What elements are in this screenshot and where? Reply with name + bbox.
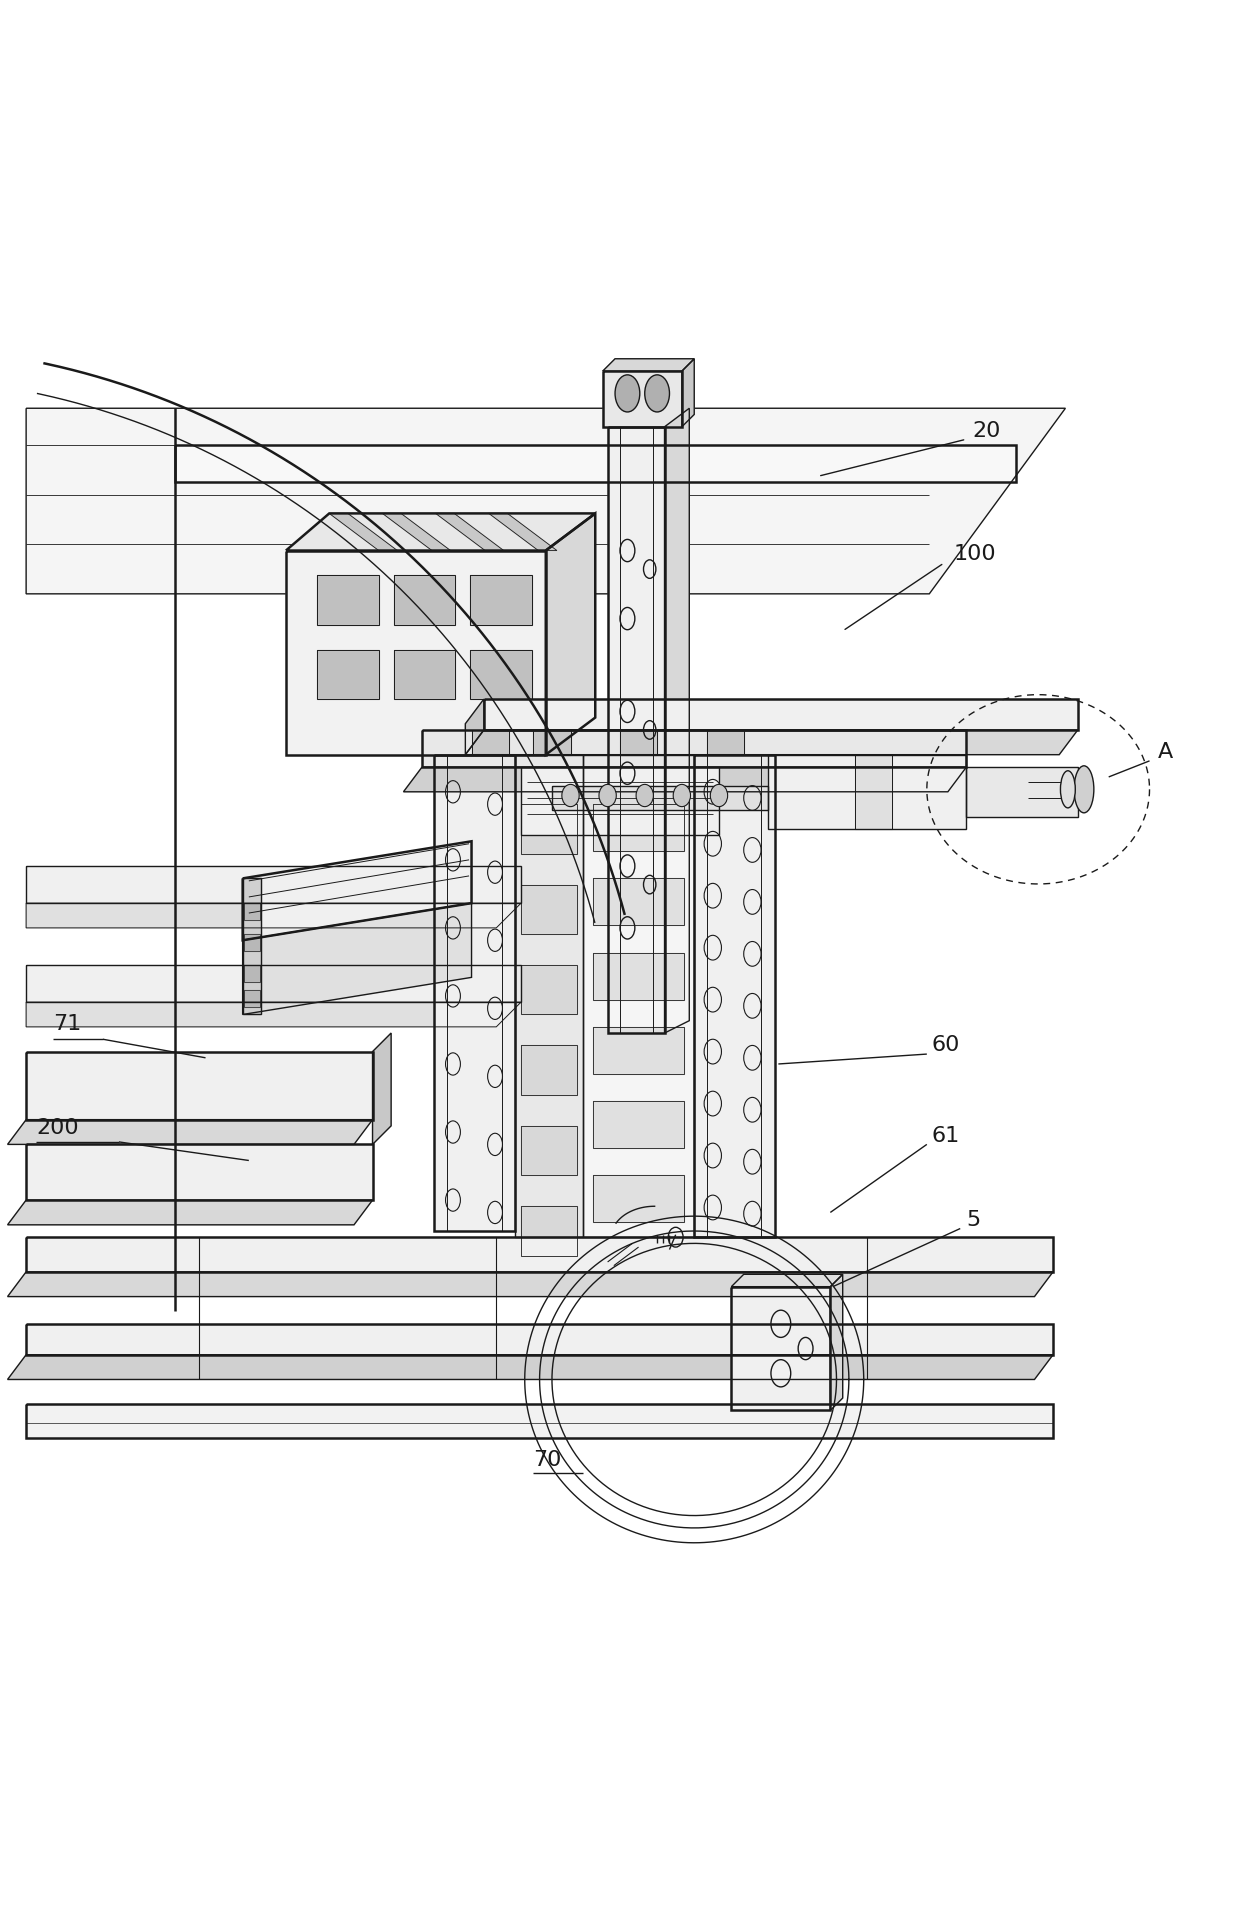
Polygon shape: [521, 965, 577, 1015]
Polygon shape: [966, 766, 1078, 816]
Ellipse shape: [599, 784, 616, 807]
Polygon shape: [243, 841, 471, 940]
Polygon shape: [593, 1027, 684, 1073]
Polygon shape: [521, 1125, 577, 1175]
Polygon shape: [603, 371, 682, 427]
Polygon shape: [465, 699, 484, 755]
Polygon shape: [521, 884, 577, 934]
Polygon shape: [682, 359, 694, 427]
Polygon shape: [244, 990, 260, 1007]
Polygon shape: [393, 650, 455, 699]
Text: A: A: [1158, 743, 1173, 762]
Polygon shape: [26, 867, 521, 903]
Text: 5: 5: [966, 1210, 981, 1229]
Polygon shape: [533, 730, 570, 755]
Polygon shape: [521, 1206, 577, 1256]
Polygon shape: [244, 965, 260, 982]
Text: 60: 60: [931, 1034, 960, 1056]
Polygon shape: [593, 805, 684, 851]
Polygon shape: [521, 805, 577, 853]
Polygon shape: [769, 755, 966, 828]
Polygon shape: [26, 1002, 521, 1027]
Polygon shape: [317, 575, 378, 625]
Polygon shape: [372, 1033, 391, 1144]
Polygon shape: [470, 650, 532, 699]
Polygon shape: [608, 427, 665, 1033]
Polygon shape: [434, 755, 515, 1231]
Polygon shape: [244, 934, 260, 951]
Polygon shape: [593, 953, 684, 1000]
Polygon shape: [470, 575, 532, 625]
Polygon shape: [7, 1355, 1053, 1380]
Ellipse shape: [1060, 770, 1075, 809]
Polygon shape: [26, 1405, 1053, 1438]
Polygon shape: [243, 878, 262, 1015]
Text: 70: 70: [533, 1449, 562, 1471]
Polygon shape: [583, 755, 694, 1237]
Polygon shape: [330, 513, 397, 550]
Polygon shape: [403, 766, 966, 791]
Polygon shape: [489, 513, 557, 550]
Polygon shape: [26, 1324, 1053, 1355]
Text: 71: 71: [53, 1015, 82, 1034]
Ellipse shape: [562, 784, 579, 807]
Ellipse shape: [615, 374, 640, 411]
Polygon shape: [484, 699, 1078, 730]
Polygon shape: [521, 1046, 577, 1094]
Polygon shape: [515, 755, 583, 1237]
Polygon shape: [26, 409, 1065, 594]
Polygon shape: [26, 965, 521, 1002]
Text: 200: 200: [36, 1117, 78, 1139]
Polygon shape: [26, 1052, 372, 1119]
Polygon shape: [694, 755, 775, 1237]
Ellipse shape: [711, 784, 728, 807]
Polygon shape: [732, 1274, 843, 1287]
Polygon shape: [26, 903, 521, 928]
Polygon shape: [732, 1287, 831, 1411]
Polygon shape: [471, 730, 508, 755]
Polygon shape: [175, 446, 1016, 482]
Polygon shape: [317, 650, 378, 699]
Polygon shape: [7, 1200, 372, 1226]
Polygon shape: [620, 730, 657, 755]
Polygon shape: [707, 730, 744, 755]
Polygon shape: [422, 730, 966, 766]
Ellipse shape: [1074, 766, 1094, 813]
Polygon shape: [7, 1119, 372, 1144]
Polygon shape: [521, 766, 719, 836]
Polygon shape: [465, 730, 1078, 755]
Ellipse shape: [636, 784, 653, 807]
Polygon shape: [243, 903, 471, 1015]
Polygon shape: [593, 878, 684, 924]
Polygon shape: [435, 513, 503, 550]
Polygon shape: [7, 1272, 1053, 1297]
Ellipse shape: [645, 374, 670, 411]
Polygon shape: [286, 513, 595, 550]
Polygon shape: [856, 755, 893, 828]
Polygon shape: [603, 359, 694, 371]
Polygon shape: [244, 903, 260, 921]
Polygon shape: [665, 409, 689, 1033]
Polygon shape: [546, 513, 595, 755]
Polygon shape: [26, 1144, 372, 1200]
Polygon shape: [593, 1102, 684, 1148]
Polygon shape: [382, 513, 450, 550]
Polygon shape: [552, 786, 769, 811]
Polygon shape: [831, 1274, 843, 1411]
Text: 100: 100: [954, 544, 997, 564]
Polygon shape: [26, 1237, 1053, 1272]
Polygon shape: [593, 1175, 684, 1222]
Polygon shape: [286, 550, 546, 755]
Text: 61: 61: [931, 1125, 960, 1146]
Ellipse shape: [673, 784, 691, 807]
Polygon shape: [393, 575, 455, 625]
Text: 20: 20: [972, 421, 1001, 440]
